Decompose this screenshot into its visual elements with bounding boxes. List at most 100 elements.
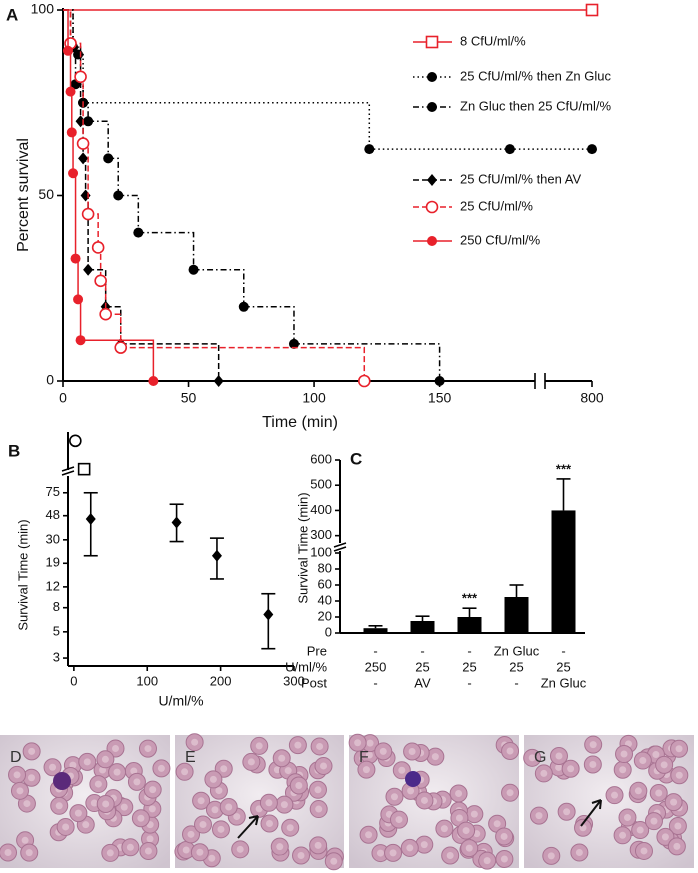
red-blood-cell-center bbox=[493, 820, 501, 828]
red-blood-cell-center bbox=[567, 765, 575, 773]
red-blood-cell-center bbox=[354, 739, 362, 747]
red-blood-cell-center bbox=[191, 738, 199, 746]
marker bbox=[76, 137, 90, 150]
red-blood-cell-center bbox=[673, 842, 681, 850]
x-tick-label: 800 bbox=[580, 390, 604, 406]
x-tick-label: 0 bbox=[70, 673, 77, 688]
red-blood-cell-center bbox=[225, 803, 233, 811]
marker bbox=[83, 116, 94, 127]
marker bbox=[587, 144, 597, 155]
marker bbox=[65, 86, 76, 97]
legend-label: 25 CfU/ml/% bbox=[460, 198, 533, 213]
red-blood-cell-center bbox=[506, 747, 514, 755]
red-blood-cell-center bbox=[137, 814, 145, 822]
marker bbox=[83, 263, 94, 276]
red-blood-cell-center bbox=[362, 766, 370, 774]
red-blood-cell-center bbox=[286, 824, 294, 832]
marker bbox=[148, 376, 159, 386]
red-blood-cell-center bbox=[265, 799, 273, 807]
bar bbox=[504, 597, 529, 633]
red-blood-cell-center bbox=[23, 800, 31, 808]
marker bbox=[69, 434, 82, 448]
nucleated-cell bbox=[405, 771, 421, 787]
red-blood-cell-center bbox=[55, 802, 63, 810]
red-blood-cell-center bbox=[149, 786, 157, 794]
marker bbox=[74, 70, 87, 84]
survival-step bbox=[68, 50, 72, 92]
red-blood-cell-center bbox=[366, 739, 374, 747]
red-blood-cell-center bbox=[670, 798, 678, 806]
row-label: Pre bbox=[307, 643, 327, 658]
marker bbox=[113, 190, 124, 201]
red-blood-cell-center bbox=[280, 801, 288, 809]
x-tick-label: 200 bbox=[210, 673, 232, 688]
red-blood-cell-center bbox=[13, 771, 21, 779]
red-blood-cell-center bbox=[540, 769, 548, 777]
survival-step bbox=[63, 9, 69, 51]
red-blood-cell-center bbox=[276, 843, 284, 851]
red-blood-cell-center bbox=[102, 800, 110, 808]
survival-step bbox=[80, 339, 155, 381]
red-blood-cell-center bbox=[407, 787, 415, 795]
legend-label: Zn Gluc then 25 CfU/ml/% bbox=[460, 98, 611, 113]
survival-step bbox=[193, 268, 245, 307]
red-blood-cell-center bbox=[315, 805, 323, 813]
nucleated-cell bbox=[53, 772, 71, 790]
red-blood-cell-center bbox=[398, 766, 406, 774]
marker bbox=[357, 374, 371, 388]
marker bbox=[73, 294, 84, 305]
red-blood-cell-center bbox=[187, 830, 195, 838]
red-blood-cell-center bbox=[619, 831, 627, 839]
red-blood-cell-center bbox=[94, 780, 102, 788]
x-tick-label: 100 bbox=[302, 390, 326, 406]
red-blood-cell-center bbox=[284, 767, 292, 775]
red-blood-cell-center bbox=[640, 847, 648, 855]
marker bbox=[91, 241, 105, 254]
micrograph-label: D bbox=[10, 749, 22, 766]
row-label: U/ml/% bbox=[285, 659, 327, 674]
red-blood-cell-center bbox=[120, 803, 128, 811]
row-cell: AV bbox=[414, 675, 431, 690]
x-axis-label: U/ml/% bbox=[158, 693, 203, 709]
marker bbox=[238, 301, 249, 312]
micrograph-label: E bbox=[185, 749, 196, 766]
marker bbox=[99, 307, 112, 321]
axis-break bbox=[61, 470, 75, 476]
axis-break bbox=[333, 542, 347, 548]
survival-step bbox=[88, 120, 109, 159]
legend-marker bbox=[425, 200, 439, 214]
red-blood-cell-center bbox=[157, 764, 165, 772]
survival-step bbox=[71, 131, 74, 174]
red-blood-cell-center bbox=[211, 806, 219, 814]
red-blood-cell-center bbox=[101, 755, 109, 763]
red-blood-cell-center bbox=[620, 750, 628, 758]
red-blood-cell-center bbox=[420, 796, 428, 804]
panel-letter: B bbox=[8, 441, 20, 460]
y-tick-label: 19 bbox=[46, 555, 60, 570]
row-cell: Zn Gluc bbox=[541, 675, 587, 690]
row-cell: 25 bbox=[462, 659, 476, 674]
red-blood-cell-center bbox=[144, 847, 152, 855]
marker bbox=[78, 152, 89, 165]
row-cell: - bbox=[467, 675, 471, 690]
row-cell: - bbox=[467, 643, 471, 658]
survival-step bbox=[243, 306, 295, 344]
red-blood-cell-center bbox=[297, 851, 305, 859]
red-blood-cell-center bbox=[376, 849, 384, 857]
significance-label: *** bbox=[556, 461, 572, 476]
marker bbox=[70, 253, 81, 264]
red-blood-cell-center bbox=[217, 825, 225, 833]
y-tick-label: 400 bbox=[310, 502, 332, 517]
red-blood-cell-center bbox=[197, 797, 205, 805]
y-tick-label: 20 bbox=[318, 608, 332, 623]
legend-label: 8 CfU/ml/% bbox=[460, 33, 526, 48]
row-label: Post bbox=[301, 675, 327, 690]
red-blood-cell-center bbox=[406, 844, 414, 852]
row-cell: 250 bbox=[365, 659, 387, 674]
y-tick-label: 40 bbox=[318, 592, 332, 607]
marker bbox=[66, 127, 77, 138]
marker bbox=[288, 338, 299, 349]
red-blood-cell-center bbox=[365, 831, 373, 839]
red-blood-cell-center bbox=[535, 812, 543, 820]
